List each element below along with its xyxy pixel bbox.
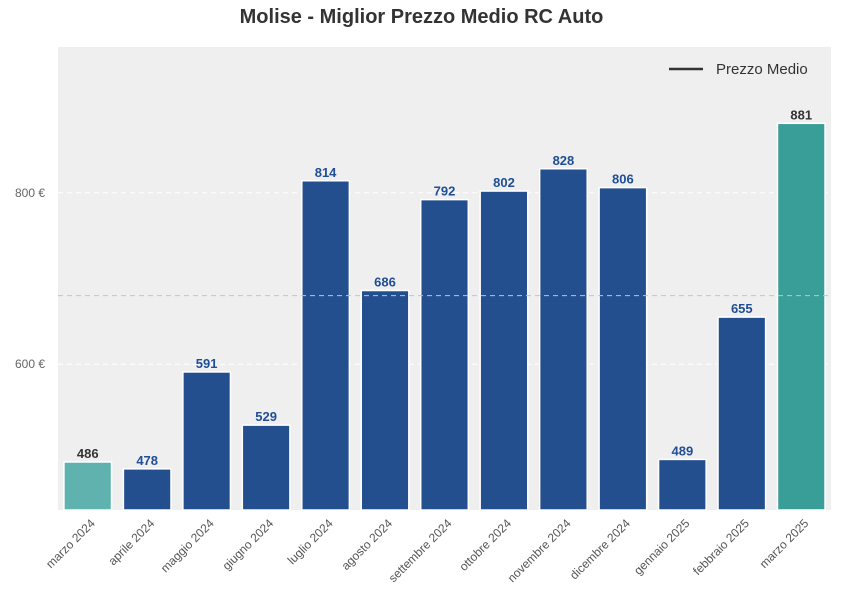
x-tick-label: marzo 2024 bbox=[43, 516, 98, 571]
bar bbox=[717, 316, 767, 511]
data-label: 686 bbox=[374, 275, 396, 290]
data-label: 802 bbox=[493, 175, 515, 190]
bar bbox=[538, 168, 588, 511]
y-axis: 600 € 800 € bbox=[15, 186, 45, 371]
x-tick-label: dicembre 2024 bbox=[567, 516, 633, 582]
data-label: 489 bbox=[671, 443, 693, 458]
data-label: 486 bbox=[77, 446, 99, 461]
data-label: 828 bbox=[553, 153, 575, 168]
x-tick-label: marzo 2025 bbox=[757, 516, 812, 571]
x-tick-label: ottobre 2024 bbox=[457, 516, 515, 574]
y-tick-label: 600 € bbox=[15, 357, 45, 371]
x-tick-label: febbraio 2025 bbox=[690, 516, 752, 578]
data-label: 529 bbox=[255, 409, 277, 424]
bar bbox=[241, 424, 291, 511]
bar bbox=[360, 289, 410, 511]
x-axis: marzo 2024 aprile 2024 maggio 2024 giugno 2… bbox=[43, 516, 811, 585]
x-tick-label: luglio 2024 bbox=[285, 516, 336, 567]
bar bbox=[301, 180, 351, 511]
data-label: 806 bbox=[612, 172, 634, 187]
x-tick-label: giugno 2024 bbox=[220, 516, 277, 573]
x-tick-label: agosto 2024 bbox=[339, 516, 396, 573]
chart-title: Molise - Miglior Prezzo Medio RC Auto bbox=[239, 6, 604, 28]
bar bbox=[419, 198, 470, 511]
x-tick-label: settembre 2024 bbox=[386, 516, 455, 585]
grid-lines bbox=[58, 192, 831, 365]
bar bbox=[598, 186, 648, 511]
data-label: 655 bbox=[731, 301, 753, 316]
data-label: 881 bbox=[790, 107, 812, 122]
data-label: 814 bbox=[315, 165, 337, 180]
bar bbox=[63, 461, 113, 511]
bar bbox=[479, 190, 529, 511]
data-label: 792 bbox=[434, 184, 456, 199]
bar bbox=[657, 458, 707, 511]
x-tick-label: novembre 2024 bbox=[505, 516, 574, 585]
bar bbox=[776, 122, 826, 511]
bar bbox=[182, 371, 232, 511]
data-label: 591 bbox=[196, 356, 218, 371]
data-label: 478 bbox=[136, 453, 158, 468]
x-tick-label: maggio 2024 bbox=[158, 516, 217, 575]
x-tick-label: gennaio 2025 bbox=[631, 516, 693, 578]
data-labels: 486 478 591 529 814 686 792 802 828 806 489 655 881 bbox=[77, 107, 812, 468]
legend-label: Prezzo Medio bbox=[716, 61, 808, 78]
y-tick-label: 800 € bbox=[15, 186, 45, 200]
bars bbox=[63, 122, 826, 511]
x-tick-label: aprile 2024 bbox=[105, 516, 157, 568]
legend: Prezzo Medio bbox=[669, 61, 808, 78]
bar bbox=[122, 468, 172, 511]
